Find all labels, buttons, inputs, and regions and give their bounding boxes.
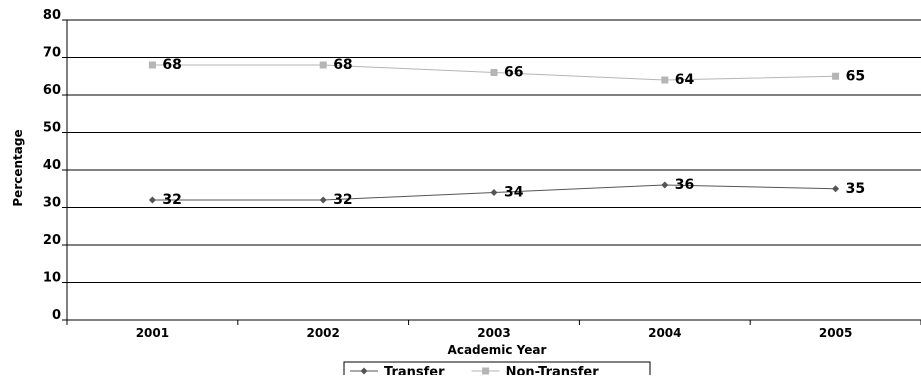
- data-label-non-transfer-2002: 68: [333, 57, 352, 73]
- y-tick-label-0: 0: [52, 308, 61, 323]
- legend-label-non-transfer: Non-Transfer: [506, 365, 600, 375]
- y-tick-label-40: 40: [43, 158, 61, 173]
- x-tick-label-2003: 2003: [477, 326, 510, 340]
- data-label-transfer-2002: 32: [333, 192, 352, 208]
- data-label-transfer-2001: 32: [162, 192, 181, 208]
- point-transfer-2005: [832, 185, 840, 193]
- y-tick-label-30: 30: [43, 196, 61, 211]
- point-non-transfer-2005: [832, 72, 840, 80]
- data-label-transfer-2003: 34: [504, 185, 524, 201]
- data-label-non-transfer-2001: 68: [162, 57, 181, 73]
- x-tick-label-2005: 2005: [819, 326, 852, 340]
- data-label-non-transfer-2005: 65: [846, 68, 865, 84]
- y-tick-label-10: 10: [43, 271, 61, 286]
- legend: Transfer Non-Transfer: [343, 361, 651, 380]
- point-transfer-2002: [319, 196, 327, 204]
- series-lines: [148, 61, 840, 204]
- data-label-transfer-2004: 36: [675, 177, 694, 193]
- x-tick-label-2002: 2002: [306, 326, 339, 340]
- y-tick-label-80: 80: [43, 8, 61, 23]
- point-transfer-2003: [490, 189, 498, 196]
- point-non-transfer-2001: [148, 61, 156, 69]
- x-tick-label-2004: 2004: [648, 326, 681, 340]
- legend-marker-transfer: [360, 367, 368, 375]
- axes: 0 10 20 30 40 50 60 70 80 2001 2002 2003 2004 2005: [43, 8, 921, 340]
- x-axis-title: Academic Year: [448, 343, 547, 357]
- x-tick-label-2001: 2001: [136, 326, 169, 340]
- y-tick-label-70: 70: [43, 46, 61, 61]
- legend-label-transfer: Transfer: [384, 365, 445, 375]
- y-tick-label-20: 20: [43, 233, 61, 248]
- point-transfer-2004: [661, 181, 669, 189]
- data-label-non-transfer-2003: 66: [504, 65, 523, 81]
- legend-marker-non-transfer: [482, 367, 490, 375]
- y-tick-label-60: 60: [43, 83, 61, 98]
- y-tick-label-50: 50: [43, 121, 61, 136]
- gridlines: [67, 19, 921, 283]
- y-axis-title: Percentage: [11, 129, 25, 206]
- point-non-transfer-2004: [661, 76, 669, 84]
- point-non-transfer-2003: [490, 69, 498, 76]
- point-non-transfer-2002: [319, 61, 327, 69]
- data-labels: 32 32 34 36 35 68 68 66 64 65: [162, 57, 865, 208]
- data-label-non-transfer-2004: 64: [675, 72, 695, 88]
- data-label-transfer-2005: 35: [846, 181, 865, 197]
- point-transfer-2001: [148, 196, 156, 204]
